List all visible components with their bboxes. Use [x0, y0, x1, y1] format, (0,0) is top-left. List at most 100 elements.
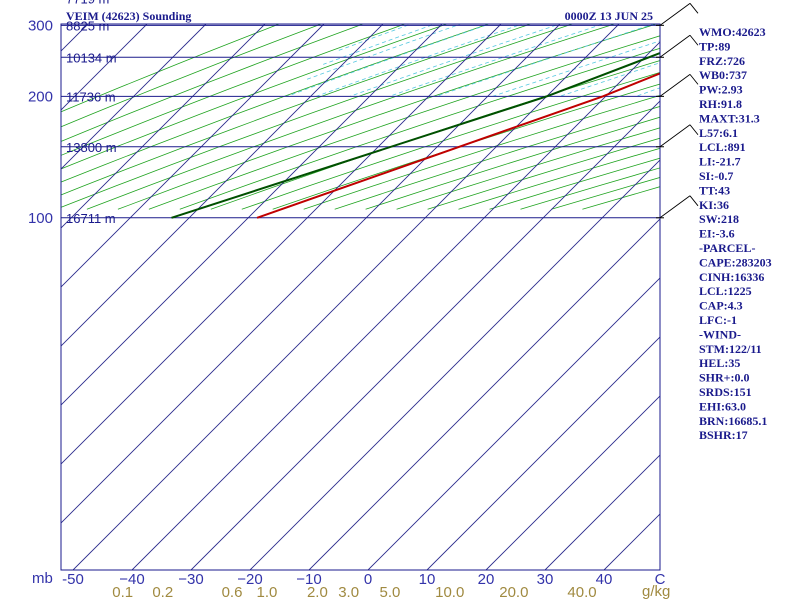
isotherm-line	[131, 41, 660, 570]
index-entry: LI:-21.7	[699, 155, 741, 169]
index-entry: TT:43	[699, 183, 730, 197]
temperature-tick-label: 0	[364, 571, 372, 588]
temperature-tick-label: −40	[119, 571, 144, 588]
wind-barb	[659, 2, 699, 26]
wind-barb	[659, 195, 699, 219]
sounding-time: 0000Z 13 JUN 25	[565, 9, 653, 23]
mixing-ratio-tick-label: 3.0	[338, 584, 359, 600]
height-label: 7719 m	[66, 0, 109, 6]
index-entry: MAXT:31.3	[699, 111, 760, 125]
index-entry: STM:122/11	[699, 342, 762, 356]
index-entry: CAPE:283203	[699, 255, 772, 269]
isotherm-line	[61, 24, 207, 170]
isotherm-line	[61, 24, 502, 465]
index-entry: -PARCEL-	[699, 241, 755, 255]
plot-frame	[60, 23, 661, 571]
station-title: VEIM (42623) Sounding	[66, 9, 191, 23]
temperature-tick-label: 10	[419, 571, 436, 588]
isotherm-line	[61, 24, 266, 229]
isotherm-line	[61, 24, 384, 347]
dry-adiabat-line	[61, 24, 323, 128]
index-entry: TP:89	[699, 39, 730, 53]
isotherm-line	[190, 100, 660, 570]
isotherm-line	[308, 218, 660, 570]
index-entry: LCL:1225	[699, 284, 752, 298]
index-entry: SI:-0.7	[699, 169, 733, 183]
index-entry: SW:218	[699, 212, 739, 226]
dry-adiabat-line	[61, 24, 574, 208]
isotherms	[61, 24, 660, 570]
temperature-axis: -50 −40 −30 −20 −10 0 10 20 30 40 C	[62, 571, 665, 588]
mixing-ratio-tick-label: 0.2	[152, 584, 173, 600]
index-entry: LFC:-1	[699, 313, 737, 327]
dewpoint-trace	[171, 52, 660, 219]
index-entry: SRDS:151	[699, 385, 752, 399]
isotherm-line	[485, 395, 660, 570]
index-entry: EI:-3.6	[699, 227, 735, 241]
mixing-ratio-tick-label: 20.0	[499, 584, 528, 600]
pressure-tick-label: 200	[28, 88, 53, 105]
dry-adiabat-line	[61, 24, 365, 142]
isotherm-line	[61, 24, 561, 524]
dry-adiabat-line	[148, 35, 660, 210]
wind-barb	[659, 74, 699, 97]
index-entry: FRZ:726	[699, 54, 745, 68]
index-entry: PW:2.93	[699, 83, 743, 97]
index-entry: KI:36	[699, 198, 729, 212]
mixing-ratio-axis: 0.1 0.2 0.6 1.0 2.0 3.0 5.0 10.0 20.0 40.0	[112, 584, 596, 600]
temperature-tick-label: 40	[596, 571, 613, 588]
temperature-tick-label: −20	[237, 571, 262, 588]
stability-indices-panel: WMO:42623TP:89FRZ:726WB0:737PW:2.93RH:91…	[699, 25, 772, 442]
mixing-ratio-tick-label: 5.0	[380, 584, 401, 600]
index-entry: L57:6.1	[699, 126, 738, 140]
dry-adiabat-line	[179, 47, 660, 210]
temperature-tick-label: C	[655, 571, 666, 588]
index-entry: EHI:63.0	[699, 399, 746, 413]
index-entry: BSHR:17	[699, 428, 748, 442]
height-labels: 16711 m 13800 m 11736 m 10134 m 8825 m 7719 m…	[66, 0, 117, 226]
mixing-ratio-unit-label: g/kg	[642, 583, 670, 600]
mixing-ratio-tick-label: 0.6	[222, 584, 243, 600]
pressure-axis: 1002003004005006007008009001000	[28, 17, 53, 227]
index-entry: CINH:16336	[699, 270, 764, 284]
index-entry: HEL:35	[699, 356, 740, 370]
dry-adiabat-line	[61, 24, 281, 113]
isobars	[61, 24, 660, 219]
isotherm-line	[72, 24, 620, 570]
temperature-tick-label: -50	[62, 571, 84, 588]
wind-barb	[659, 34, 699, 58]
mixing-ratio-tick-label: 2.0	[307, 584, 328, 600]
mixing-ratio-tick-label: 40.0	[567, 584, 596, 600]
isotherm-line	[249, 159, 660, 570]
dry-adiabat-line	[61, 24, 449, 170]
temperature-trace	[256, 72, 660, 219]
index-entry: WB0:737	[699, 68, 747, 82]
index-entry: BRN:16685.1	[699, 414, 767, 428]
pressure-tick-label: 100	[28, 210, 53, 227]
height-label: 8825 m	[66, 18, 109, 33]
temperature-tick-label: 30	[537, 571, 554, 588]
index-entry: WMO:42623	[699, 25, 766, 39]
wind-barb	[659, 124, 699, 148]
mixing-ratio-tick-label: 1.0	[257, 584, 278, 600]
mixing-ratio-tick-label: 10.0	[435, 584, 464, 600]
isotherm-line	[544, 454, 660, 570]
dry-adiabat-line	[61, 24, 533, 196]
isotherm-line	[61, 24, 325, 288]
isotherm-line	[61, 24, 443, 406]
isotherm-line	[367, 277, 660, 570]
pressure-unit-label: mb	[32, 570, 53, 587]
pressure-tick-label: 300	[28, 17, 53, 34]
mixing-ratio-tick-label: 0.1	[112, 584, 133, 600]
height-label: 13800 m	[66, 140, 117, 155]
wind-barbs	[656, 2, 699, 219]
temperature-tick-label: 20	[478, 571, 495, 588]
index-entry: LCL:891	[699, 140, 746, 154]
dry-adiabat-line	[86, 24, 616, 210]
isotherm-line	[426, 336, 660, 570]
height-label: 11736 m	[66, 89, 116, 104]
temperature-tick-label: −30	[178, 571, 203, 588]
index-entry: RH:91.8	[699, 97, 742, 111]
